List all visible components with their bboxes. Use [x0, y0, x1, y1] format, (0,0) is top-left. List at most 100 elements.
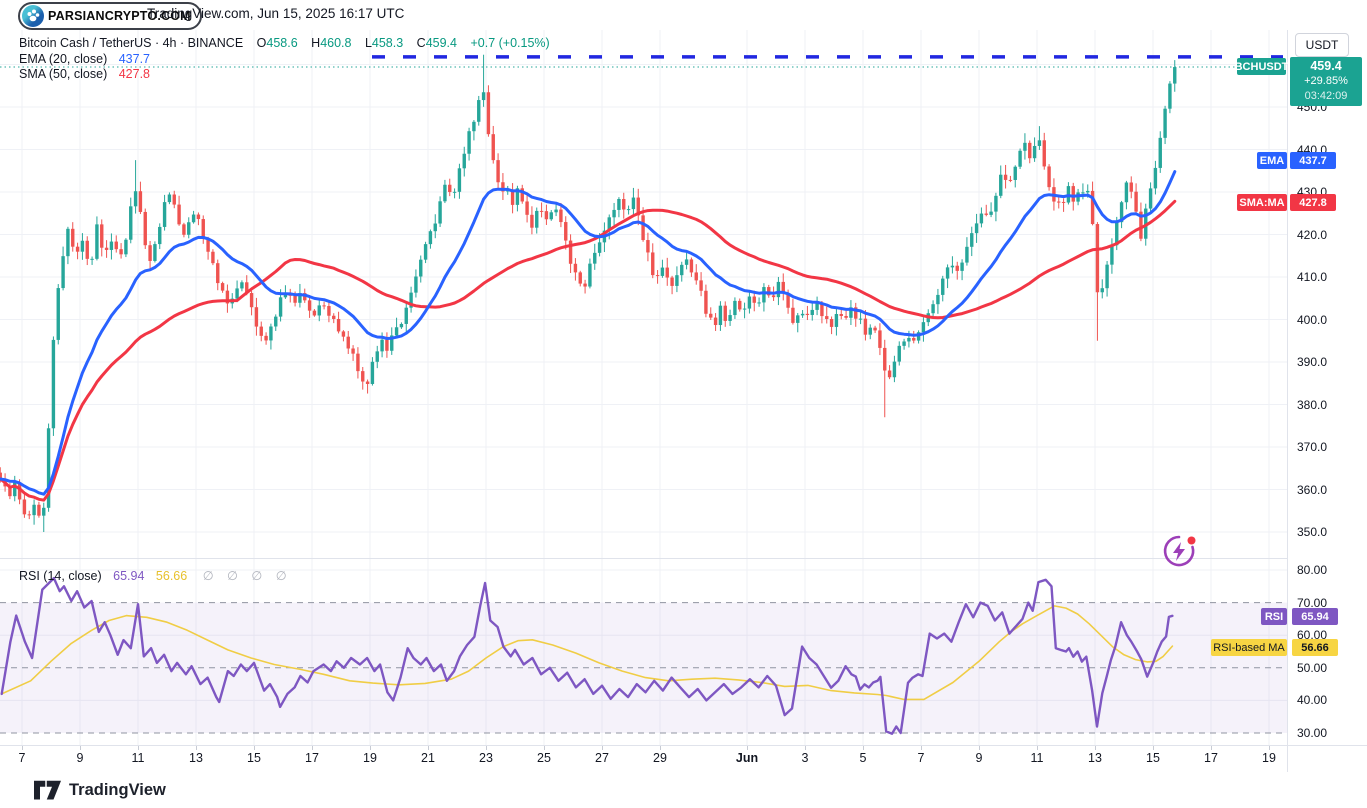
- time-axis-tick: 19: [1262, 751, 1276, 765]
- sma-legend-row[interactable]: SMA (50, close) 427.8: [19, 67, 150, 81]
- rsi-axis-tick: 50.00: [1297, 660, 1328, 675]
- sma-value: 427.8: [118, 67, 150, 81]
- time-axis-tick: 27: [595, 751, 609, 765]
- rsi-legend-row[interactable]: RSI (14, close) 65.94 56.66 ∅ ∅ ∅ ∅: [19, 568, 292, 583]
- time-axis-tick-mark: [1211, 746, 1212, 750]
- ema-label: EMA (20, close): [19, 52, 108, 66]
- pane-divider[interactable]: [0, 558, 1287, 559]
- rsi-axis-tick: 30.00: [1297, 726, 1328, 740]
- price-axis[interactable]: USDT BCHUSDT 459.4 +29.85% 03:42:09 EMA …: [1211, 30, 1367, 745]
- time-axis-tick-mark: [1269, 746, 1270, 750]
- time-axis-tick-mark: [22, 746, 23, 750]
- price-axis-tick: 400.0: [1297, 312, 1328, 327]
- sma-label: SMA (50, close): [19, 67, 108, 81]
- time-axis-corner: [1287, 746, 1367, 773]
- low-label: L: [364, 36, 372, 50]
- rsi-axis-tag: RSI: [1261, 608, 1287, 625]
- time-axis-tick-mark: [428, 746, 429, 750]
- rsi-ma-axis-tag: RSI-based MA: [1211, 639, 1287, 656]
- rsi-pane: [0, 576, 1287, 735]
- time-axis[interactable]: 7 9 11 13 15 17 19 21 23 25 27 29 Jun 3 5 7 9 11 13 15 17 19: [0, 745, 1367, 773]
- high-label: H: [311, 36, 321, 50]
- time-axis-tick-mark: [1153, 746, 1154, 750]
- time-axis-tick-mark: [312, 746, 313, 750]
- flash-events-button[interactable]: [1160, 532, 1198, 570]
- chart-area[interactable]: [0, 30, 1287, 745]
- rsi-axis-tick: 40.00: [1297, 693, 1328, 708]
- time-axis-tick: 11: [131, 751, 145, 765]
- time-axis-tick-mark: [254, 746, 255, 750]
- ema-axis-tag: EMA: [1257, 152, 1287, 169]
- ema-value: 437.7: [118, 52, 150, 66]
- last-price: 459.4: [1310, 59, 1342, 73]
- time-axis-tick-mark: [196, 746, 197, 750]
- time-axis-tick: 5: [859, 751, 867, 765]
- time-axis-tick: 15: [247, 751, 261, 765]
- rsi-axis-tick: 70.00: [1297, 595, 1328, 610]
- time-axis-tick: 21: [421, 751, 435, 765]
- high-value: 460.8: [320, 36, 352, 50]
- sma-axis-value: 427.8: [1290, 194, 1336, 211]
- open-value: 458.6: [266, 36, 298, 50]
- price-axis-tick: 410.0: [1297, 270, 1328, 284]
- time-axis-tick-mark: [138, 746, 139, 750]
- price-axis-tick: 380.0: [1297, 397, 1328, 412]
- change-percent: +29.85%: [1304, 75, 1348, 87]
- moving-averages: [0, 170, 1177, 502]
- low-value: 458.3: [371, 36, 404, 50]
- price-axis-tick: 420.0: [1297, 227, 1328, 242]
- price-axis-tick: 360.0: [1297, 482, 1328, 497]
- time-axis-tick-mark: [660, 746, 661, 750]
- time-axis-tick: 3: [801, 751, 809, 765]
- time-axis-tick-mark: [747, 746, 748, 750]
- lightning-icon: [1163, 535, 1196, 567]
- time-axis-tick: 7: [917, 751, 925, 765]
- footer: TradingView: [0, 772, 1367, 808]
- top-bar: PARSIANCRYPTO.COM TradingView.com, Jun 1…: [0, 0, 1367, 30]
- time-axis-tick-mark: [80, 746, 81, 750]
- time-axis-tick: 23: [479, 751, 493, 765]
- open-label: O: [256, 36, 267, 50]
- currency-unit-button[interactable]: USDT: [1295, 33, 1349, 57]
- symbol-legend-row[interactable]: Bitcoin Cash / TetherUS · 4h · BINANCE O…: [19, 36, 550, 50]
- page-title: TradingView.com, Jun 15, 2025 16:17 UTC: [147, 6, 405, 21]
- chart-canvas[interactable]: [0, 30, 1287, 745]
- time-axis-tick-mark: [921, 746, 922, 750]
- rsi-value: 65.94: [113, 569, 145, 583]
- tradingview-logo-icon: [34, 780, 61, 800]
- sma-axis-tag: SMA:MA: [1237, 194, 1287, 211]
- bar-countdown: 03:42:09: [1304, 90, 1348, 102]
- time-axis-tick: 17: [305, 751, 319, 765]
- close-label: C: [416, 36, 426, 50]
- time-axis-tick: 9: [76, 751, 84, 765]
- price-axis-tick: 370.0: [1297, 440, 1328, 454]
- brand-name: PARSIANCRYPTO.COM: [48, 9, 191, 23]
- time-axis-tick: 25: [537, 751, 551, 765]
- rsi-ma-axis-value: 56.66: [1292, 639, 1338, 656]
- time-axis-tick: 9: [975, 751, 983, 765]
- brand-logo-icon: [22, 5, 44, 27]
- close-value: 459.4: [425, 36, 457, 50]
- time-axis-tick-mark: [979, 746, 980, 750]
- time-axis-tick: 19: [363, 751, 377, 765]
- time-axis-tick-mark: [1037, 746, 1038, 750]
- price-axis-tick: 350.0: [1297, 525, 1328, 539]
- ema-legend-row[interactable]: EMA (20, close) 437.7: [19, 52, 150, 66]
- rsi-axis-tick: 60.00: [1297, 628, 1328, 643]
- time-axis-tick-mark: [1095, 746, 1096, 750]
- tradingview-logo[interactable]: TradingView: [34, 780, 166, 801]
- time-axis-tick: 15: [1146, 751, 1160, 765]
- time-axis-tick-mark: [863, 746, 864, 750]
- tradingview-logo-text: TradingView: [69, 781, 166, 799]
- time-axis-tick-mark: [486, 746, 487, 750]
- symbol-price-tag: BCHUSDT: [1235, 58, 1288, 75]
- time-axis-tick: 7: [18, 751, 26, 765]
- time-axis-tick: Jun: [735, 751, 759, 765]
- rsi-empty-inputs: ∅ ∅ ∅ ∅: [202, 569, 292, 583]
- time-axis-tick: 13: [1088, 751, 1102, 765]
- time-axis-tick: 11: [1030, 751, 1044, 765]
- brand-watermark: PARSIANCRYPTO.COM: [18, 2, 202, 30]
- candles: [0, 54, 1177, 532]
- price-levels: [0, 55, 1287, 68]
